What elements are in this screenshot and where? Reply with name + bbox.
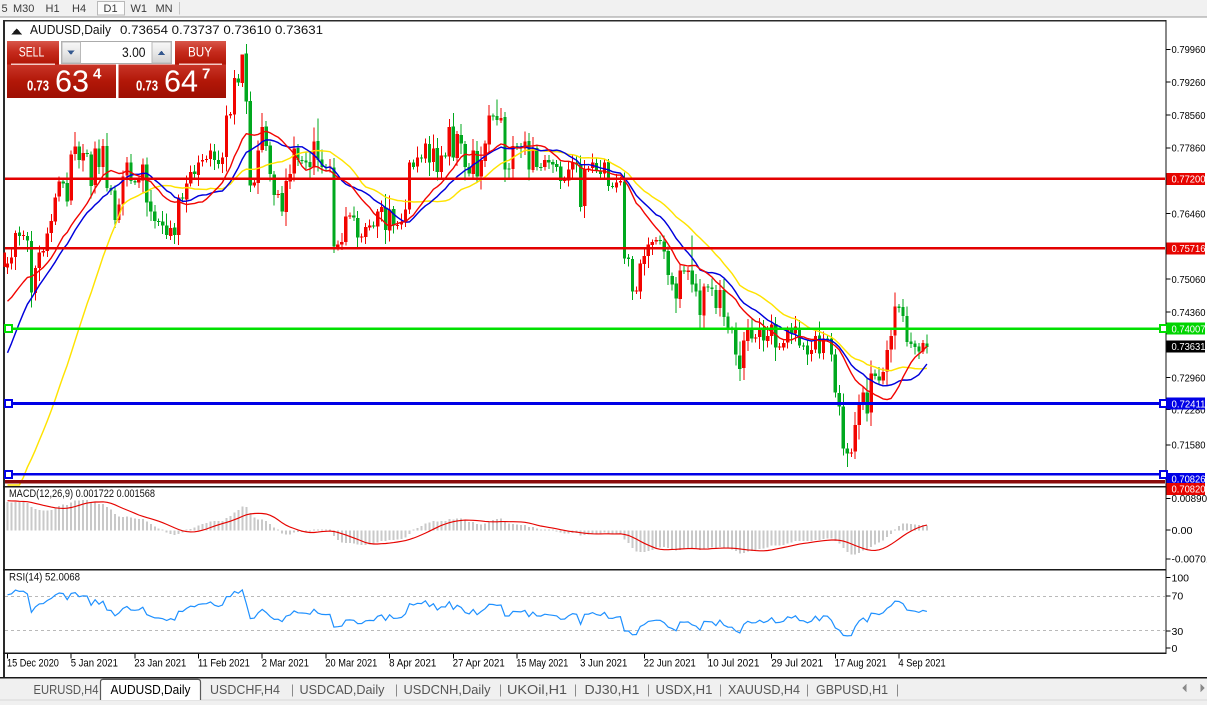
svg-text:11 Feb 2021: 11 Feb 2021 (198, 658, 250, 670)
svg-text:H1: H1 (46, 3, 60, 15)
svg-text:64: 64 (164, 64, 198, 99)
svg-text:RSI(14) 52.0068: RSI(14) 52.0068 (9, 572, 80, 584)
svg-text:27 Apr 2021: 27 Apr 2021 (453, 658, 505, 670)
svg-text:70: 70 (1172, 591, 1184, 603)
svg-text:0.72960: 0.72960 (1172, 373, 1206, 385)
svg-text:MN: MN (156, 3, 173, 15)
svg-text:100: 100 (1172, 572, 1190, 584)
svg-text:4 Sep 2021: 4 Sep 2021 (899, 658, 946, 670)
svg-text:3.00: 3.00 (122, 45, 146, 60)
svg-text:MACD(12,26,9) 0.001722 0.00156: MACD(12,26,9) 0.001722 0.001568 (9, 488, 155, 500)
svg-text:17 Aug 2021: 17 Aug 2021 (835, 658, 887, 670)
svg-text:0.73: 0.73 (136, 79, 158, 95)
svg-text:|: | (499, 683, 502, 697)
svg-text:0.71580: 0.71580 (1172, 440, 1206, 452)
svg-text:AUDUSD,Daily: AUDUSD,Daily (111, 683, 192, 697)
svg-text:5 Jan 2021: 5 Jan 2021 (71, 658, 118, 670)
svg-text:4: 4 (93, 66, 102, 83)
svg-text:22 Jun 2021: 22 Jun 2021 (644, 658, 696, 670)
svg-text:USDCAD,Daily: USDCAD,Daily (300, 683, 386, 697)
svg-text:0.74007: 0.74007 (1172, 323, 1206, 335)
svg-text:|: | (574, 683, 577, 697)
svg-text:20 Mar 2021: 20 Mar 2021 (325, 658, 377, 670)
svg-text:0.73: 0.73 (27, 79, 49, 95)
svg-text:|: | (719, 683, 722, 697)
svg-text:0.008904: 0.008904 (1172, 493, 1207, 505)
svg-text:0.77200: 0.77200 (1172, 174, 1206, 186)
svg-text:15 Dec 2020: 15 Dec 2020 (7, 658, 59, 670)
svg-text:DJ30,H1: DJ30,H1 (585, 683, 640, 697)
svg-text:0.75716: 0.75716 (1172, 243, 1206, 255)
svg-text:EURUSD,H4: EURUSD,H4 (34, 683, 99, 697)
svg-text:|: | (395, 683, 398, 697)
svg-text:|: | (806, 683, 809, 697)
svg-text:2 Mar 2021: 2 Mar 2021 (262, 658, 309, 670)
svg-text:0: 0 (1172, 643, 1178, 655)
svg-text:0.73631: 0.73631 (1172, 341, 1206, 353)
svg-text:W1: W1 (131, 3, 148, 15)
svg-text:USDCNH,Daily: USDCNH,Daily (404, 683, 492, 697)
svg-text:M30: M30 (13, 3, 34, 15)
svg-text:SELL: SELL (19, 45, 45, 60)
svg-text:0.76460: 0.76460 (1172, 208, 1206, 220)
svg-text:AUDUSD,Daily: AUDUSD,Daily (30, 23, 112, 37)
svg-text:3 Jun 2021: 3 Jun 2021 (580, 658, 627, 670)
svg-text:0.77860: 0.77860 (1172, 143, 1206, 155)
svg-text:0.79960: 0.79960 (1172, 44, 1206, 56)
svg-text:5: 5 (2, 3, 8, 15)
svg-text:|: | (291, 683, 294, 697)
svg-text:0.00: 0.00 (1172, 525, 1193, 537)
svg-text:-0.007011: -0.007011 (1172, 554, 1207, 566)
svg-text:15 May 2021: 15 May 2021 (516, 658, 568, 670)
svg-text:USDCHF,H4: USDCHF,H4 (210, 683, 280, 697)
svg-text:0.73654 0.73737 0.73610 0.7363: 0.73654 0.73737 0.73610 0.73631 (120, 23, 323, 37)
svg-text:H4: H4 (72, 3, 86, 15)
svg-text:29 Jul 2021: 29 Jul 2021 (771, 658, 823, 670)
svg-text:0.72411: 0.72411 (1172, 398, 1206, 410)
svg-text:|: | (647, 683, 650, 697)
svg-text:D1: D1 (104, 3, 118, 15)
svg-text:UKOil,H1: UKOil,H1 (507, 683, 567, 697)
svg-text:0.75060: 0.75060 (1172, 274, 1206, 286)
svg-text:0.78560: 0.78560 (1172, 110, 1206, 122)
svg-text:0.79260: 0.79260 (1172, 77, 1206, 89)
svg-text:BUY: BUY (188, 45, 212, 60)
svg-text:8 Apr 2021: 8 Apr 2021 (389, 658, 436, 670)
svg-text:USDX,H1: USDX,H1 (656, 683, 713, 697)
svg-text:30: 30 (1172, 626, 1184, 638)
svg-text:7: 7 (202, 66, 210, 83)
svg-text:23 Jan 2021: 23 Jan 2021 (134, 658, 186, 670)
svg-text:63: 63 (55, 64, 89, 99)
svg-text:GBPUSD,H1: GBPUSD,H1 (816, 683, 888, 697)
svg-text:10 Jul 2021: 10 Jul 2021 (708, 658, 760, 670)
svg-text:|: | (896, 683, 899, 697)
svg-text:0.74360: 0.74360 (1172, 307, 1206, 319)
svg-text:XAUUSD,H4: XAUUSD,H4 (728, 683, 800, 697)
